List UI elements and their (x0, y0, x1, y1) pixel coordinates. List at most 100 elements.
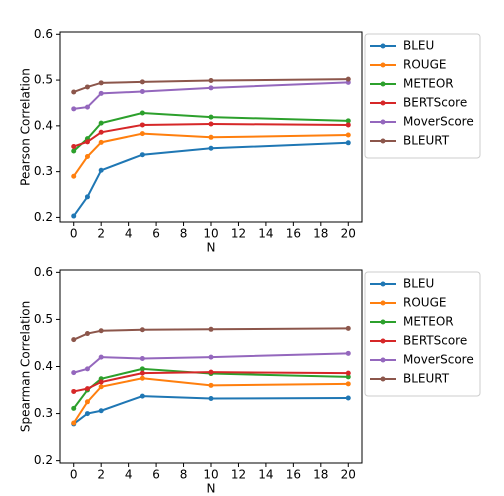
point (345, 350, 351, 356)
legend-marker (380, 376, 386, 382)
series-line (72, 377, 349, 424)
x-tick-label: 0 (70, 227, 78, 241)
y-tick-label: 0.4 (34, 359, 53, 373)
point (345, 370, 351, 376)
point (98, 167, 104, 173)
point (84, 386, 90, 392)
point (98, 129, 104, 135)
point (139, 327, 145, 333)
point (98, 139, 104, 145)
legend-label: METEOR (403, 77, 454, 91)
legend-label: BLEURT (403, 134, 450, 148)
point (98, 328, 104, 334)
series-line (72, 141, 349, 217)
point (208, 145, 214, 151)
point (84, 331, 90, 337)
legend-marker (380, 43, 386, 49)
y-tick-label: 0.2 (34, 210, 53, 224)
x-tick-label: 12 (231, 227, 246, 241)
point (208, 78, 214, 84)
point (84, 84, 90, 90)
point (71, 148, 77, 154)
x-tick-label: 12 (231, 468, 246, 482)
legend-label: BLEU (403, 39, 434, 53)
x-tick-label: 8 (180, 227, 188, 241)
point (208, 114, 214, 120)
point (71, 143, 77, 149)
point (208, 134, 214, 140)
point (208, 396, 214, 402)
y-axis-label: Pearson Correlation (19, 68, 33, 186)
x-tick-label: 8 (180, 468, 188, 482)
legend-label: BERTScore (403, 96, 467, 110)
point (84, 411, 90, 417)
legend-label: ROUGE (403, 58, 446, 72)
x-tick-label: 20 (341, 468, 356, 482)
point (71, 213, 77, 219)
point (139, 355, 145, 361)
y-tick-label: 0.4 (34, 118, 53, 132)
legend-marker (380, 300, 386, 306)
y-tick-label: 0.2 (34, 453, 53, 467)
point (139, 79, 145, 85)
x-tick-label: 14 (258, 227, 273, 241)
point (84, 399, 90, 405)
point (84, 154, 90, 160)
point (208, 369, 214, 375)
x-tick-label: 16 (286, 468, 301, 482)
x-tick-label: 6 (152, 468, 160, 482)
point (139, 110, 145, 116)
point (71, 173, 77, 179)
y-tick-label: 0.5 (34, 312, 53, 326)
series-line (72, 367, 349, 409)
point (139, 122, 145, 128)
point (98, 120, 104, 126)
series-line (73, 112, 349, 152)
point (345, 132, 351, 138)
point (71, 405, 77, 411)
x-tick-label: 6 (152, 227, 160, 241)
legend-label: METEOR (403, 315, 454, 329)
x-tick-label: 18 (313, 227, 328, 241)
point (98, 379, 104, 385)
point (84, 104, 90, 110)
plot-frame (59, 31, 363, 223)
point (208, 326, 214, 332)
point (84, 366, 90, 372)
point (98, 80, 104, 86)
legend-label: MoverScore (403, 115, 474, 129)
point (345, 374, 351, 380)
point (345, 325, 351, 331)
point (345, 76, 351, 82)
y-axis-label: Spearman Correlation (19, 301, 33, 432)
legend-label: MoverScore (403, 353, 474, 367)
point (139, 89, 145, 95)
point (84, 194, 90, 200)
point (208, 85, 214, 91)
point (139, 152, 145, 158)
x-tick-label: 16 (286, 227, 301, 241)
point (71, 89, 77, 95)
x-tick-label: 2 (97, 227, 105, 241)
point (139, 375, 145, 381)
legend-marker (380, 281, 386, 287)
legend-marker (380, 138, 386, 144)
legend-marker (380, 357, 386, 363)
legend-marker (380, 338, 386, 344)
point (208, 121, 214, 127)
point (71, 420, 77, 426)
legend-marker (380, 62, 386, 68)
series-line (72, 132, 349, 177)
legend-label: BLEURT (403, 372, 450, 386)
point (139, 366, 145, 372)
point (208, 382, 214, 388)
point (98, 408, 104, 414)
point (71, 388, 77, 394)
point (139, 370, 145, 376)
x-tick-label: 18 (313, 468, 328, 482)
x-axis-label: N (207, 482, 216, 496)
series-line (73, 327, 349, 341)
point (139, 393, 145, 399)
x-tick-label: 4 (125, 227, 133, 241)
